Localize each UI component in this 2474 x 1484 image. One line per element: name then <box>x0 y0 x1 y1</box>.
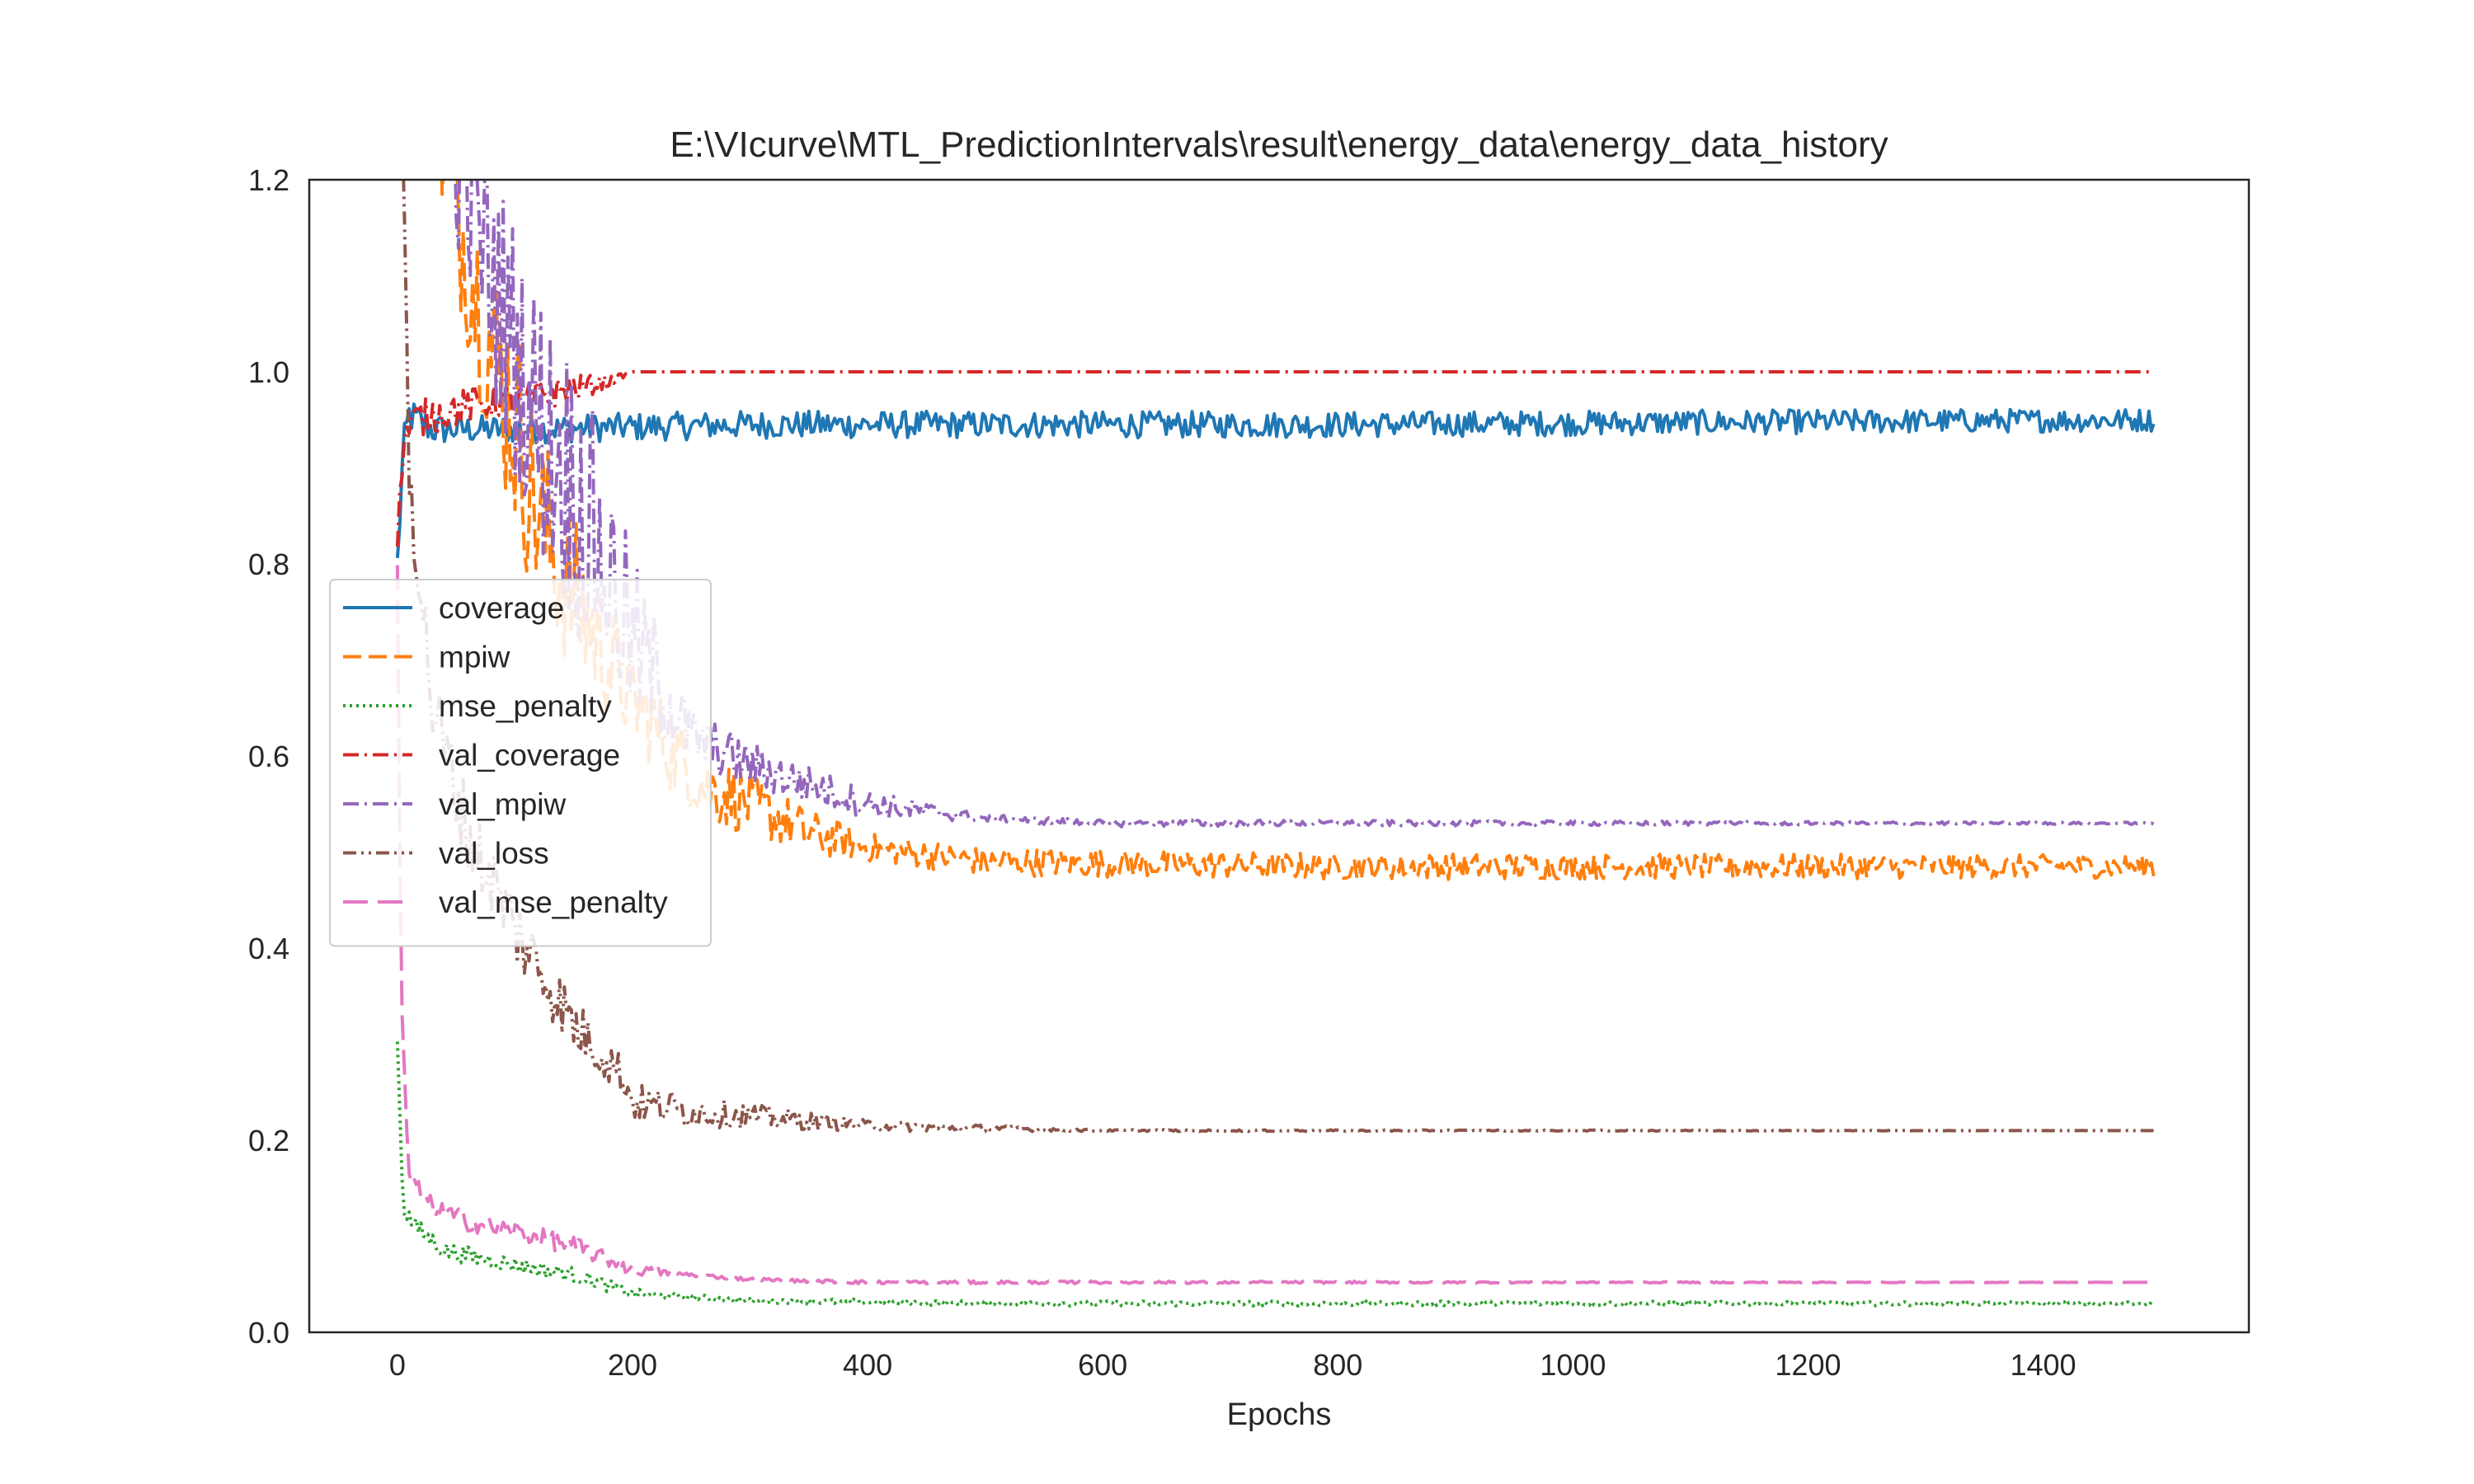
x-tick-label: 800 <box>1313 1348 1362 1382</box>
chart-title: E:\VIcurve\MTL_PredictionIntervals\resul… <box>670 124 1888 165</box>
x-tick-label: 400 <box>843 1348 892 1382</box>
series-line-val-mse-penalty <box>395 565 2154 1286</box>
x-tick-label: 600 <box>1078 1348 1127 1382</box>
y-tick-label: 1.2 <box>248 163 289 197</box>
legend-box <box>329 579 712 947</box>
plot-frame <box>308 178 2251 1334</box>
series-line-val-coverage <box>395 370 2154 547</box>
x-tick-label: 0 <box>389 1348 406 1382</box>
legend-label-val-coverage: val_coverage <box>439 739 620 773</box>
y-tick-label: 0.0 <box>248 1316 289 1350</box>
legend-label-mse-penalty: mse_penalty <box>439 689 612 723</box>
x-axis: 0 200 400 600 800 1000 1200 1400 <box>389 1348 2077 1382</box>
y-tick-label: 0.6 <box>248 740 289 773</box>
y-axis: 0.0 0.2 0.4 0.6 0.8 1.0 1.2 <box>248 163 289 1350</box>
y-tick-label: 0.2 <box>248 1124 289 1158</box>
legend-label-coverage: coverage <box>439 591 564 625</box>
legend-label-val-loss: val_loss <box>439 837 549 871</box>
x-tick-label: 1000 <box>1540 1348 1606 1382</box>
x-axis-label: Epochs <box>1227 1397 1332 1432</box>
y-tick-label: 0.4 <box>248 932 289 965</box>
x-tick-label: 1400 <box>2010 1348 2076 1382</box>
series-line-coverage <box>395 402 2156 558</box>
y-tick-label: 0.8 <box>248 547 289 581</box>
legend: coverage mpiw mse_penalty val_coverage val_m… <box>329 579 712 947</box>
y-tick-label: 1.0 <box>248 355 289 389</box>
legend-label-val-mpiw: val_mpiw <box>439 787 566 821</box>
x-tick-label: 200 <box>608 1348 657 1382</box>
legend-label-val-mse-penalty: val_mse_penalty <box>439 885 668 919</box>
x-tick-label: 1200 <box>1775 1348 1841 1382</box>
legend-label-mpiw: mpiw <box>439 641 510 674</box>
